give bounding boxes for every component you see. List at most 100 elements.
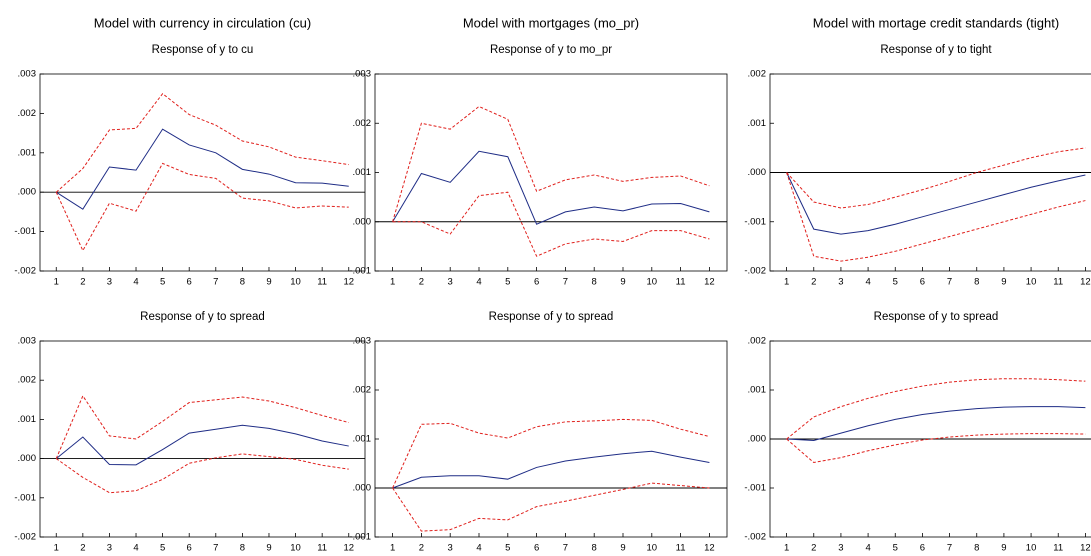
x-tick-label: 4	[133, 277, 138, 288]
x-tick-label: 2	[80, 543, 85, 554]
plot-frame	[39, 73, 366, 272]
response-line	[786, 147, 1086, 209]
response-line	[55, 424, 349, 466]
x-tick-label: 5	[160, 543, 165, 554]
y-tick-label: .001	[748, 118, 767, 129]
x-tick-label: 4	[476, 543, 481, 554]
y-tick-label: .000	[748, 167, 767, 178]
x-tick-label: 7	[563, 543, 568, 554]
response-line	[55, 128, 349, 210]
y-tick-label: .001	[18, 414, 37, 425]
y-tick-label: .001	[18, 147, 37, 158]
response-line	[786, 172, 1086, 235]
y-tick-label: .000	[18, 453, 37, 464]
y-tick-label: .001	[748, 385, 767, 396]
x-tick-label: 7	[947, 543, 952, 554]
x-tick-label: 8	[240, 543, 245, 554]
x-tick-label: 7	[213, 277, 218, 288]
x-tick-label: 8	[974, 277, 979, 288]
response-line	[392, 150, 710, 225]
x-tick-label: 3	[107, 277, 112, 288]
x-tick-label: 12	[1080, 277, 1091, 288]
response-line	[55, 162, 349, 252]
x-tick-label: 12	[704, 277, 715, 288]
x-tick-label: 5	[505, 277, 510, 288]
y-tick-label: .002	[353, 118, 372, 129]
y-tick-label: .002	[18, 375, 37, 386]
x-tick-label: 9	[620, 277, 625, 288]
plot-frame	[39, 340, 366, 538]
plot-frame	[374, 340, 728, 538]
x-tick-label: 1	[54, 543, 59, 554]
x-tick-label: 9	[620, 543, 625, 554]
x-tick-label: 9	[1001, 277, 1006, 288]
x-tick-label: 8	[592, 543, 597, 554]
x-tick-label: 10	[290, 277, 301, 288]
response-line	[55, 394, 349, 459]
x-tick-label: 2	[80, 277, 85, 288]
x-tick-label: 2	[419, 277, 424, 288]
x-tick-label: 5	[893, 277, 898, 288]
response-line	[392, 191, 710, 257]
panel-title: Response of y to spread	[489, 311, 614, 323]
panel-title: Response of y to tight	[880, 44, 992, 56]
x-tick-label: 2	[811, 277, 816, 288]
x-tick-label: 5	[160, 277, 165, 288]
x-tick-label: 3	[838, 277, 843, 288]
panel-title: Response of y to mo_pr	[490, 44, 612, 56]
x-tick-label: 4	[133, 543, 138, 554]
x-tick-label: 8	[240, 277, 245, 288]
x-tick-label: 6	[920, 543, 925, 554]
y-tick-label: .003	[353, 69, 372, 80]
response-line	[786, 172, 1086, 262]
y-tick-label: -.002	[14, 532, 36, 543]
y-tick-label: .002	[748, 69, 767, 80]
panel-group-title: Model with mortgages (mo_pr)	[463, 15, 639, 30]
panel-title: Response of y to spread	[874, 311, 999, 323]
x-tick-label: 6	[534, 277, 539, 288]
y-tick-label: -.001	[349, 266, 371, 277]
panel-title: Response of y to cu	[152, 44, 254, 56]
y-tick-label: .002	[748, 336, 767, 347]
x-tick-label: 8	[592, 277, 597, 288]
x-tick-label: 4	[476, 277, 481, 288]
x-tick-label: 12	[704, 543, 715, 554]
panel-title: Response of y to spread	[140, 311, 265, 323]
x-tick-label: 12	[343, 543, 354, 554]
y-tick-label: -.001	[14, 492, 36, 503]
y-tick-label: .003	[353, 336, 372, 347]
x-tick-label: 8	[974, 543, 979, 554]
x-tick-label: 9	[266, 543, 271, 554]
y-tick-label: .003	[18, 336, 37, 347]
response-line	[55, 453, 349, 494]
x-tick-label: 9	[266, 277, 271, 288]
x-tick-label: 3	[838, 543, 843, 554]
x-tick-label: 10	[1026, 277, 1037, 288]
x-tick-label: 11	[1053, 277, 1063, 288]
panel-group-title: Model with currency in circulation (cu)	[94, 15, 311, 30]
x-tick-label: 9	[1001, 543, 1006, 554]
x-tick-label: 7	[947, 277, 952, 288]
x-tick-label: 12	[343, 277, 354, 288]
y-tick-label: .001	[353, 434, 372, 445]
y-tick-label: -.001	[744, 483, 766, 494]
x-tick-label: 4	[865, 277, 870, 288]
y-tick-label: .000	[18, 187, 37, 198]
y-tick-label: .000	[748, 434, 767, 445]
x-tick-label: 1	[54, 277, 59, 288]
x-tick-label: 11	[317, 277, 327, 288]
x-tick-label: 10	[647, 277, 658, 288]
y-tick-label: -.002	[14, 266, 36, 277]
y-tick-label: .000	[353, 216, 372, 227]
x-tick-label: 7	[563, 277, 568, 288]
x-tick-label: 11	[1053, 543, 1063, 554]
x-tick-label: 12	[1080, 543, 1091, 554]
x-tick-label: 1	[390, 277, 395, 288]
y-tick-label: -.001	[744, 216, 766, 227]
y-tick-label: .002	[18, 108, 37, 119]
y-tick-label: -.001	[14, 226, 36, 237]
response-line	[786, 433, 1086, 464]
x-tick-label: 11	[676, 277, 686, 288]
x-tick-label: 6	[187, 277, 192, 288]
